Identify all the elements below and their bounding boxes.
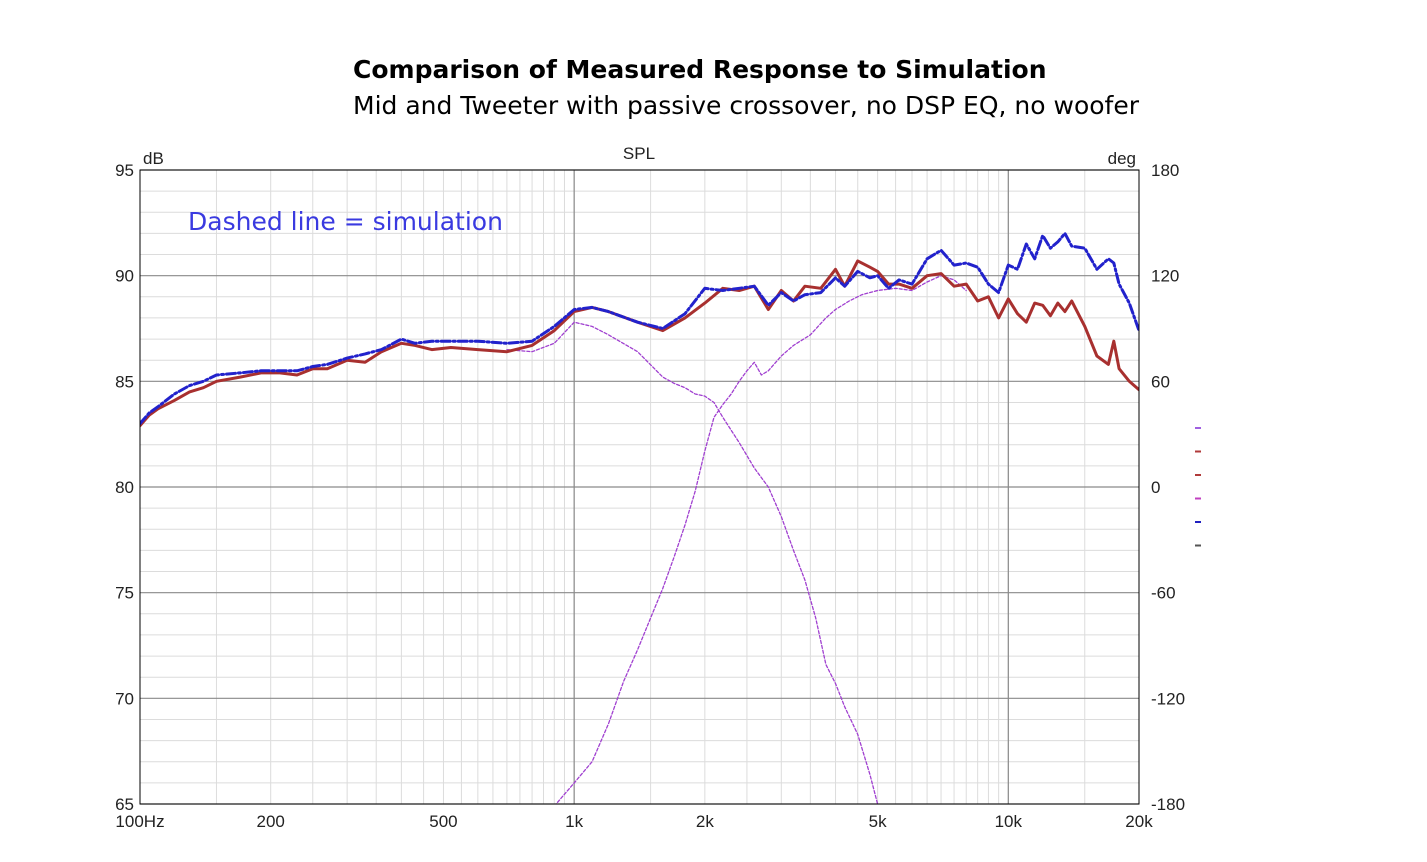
x-tick-label: 10k [995, 812, 1023, 831]
x-tick-label: 2k [696, 812, 714, 831]
simulated-response-line [140, 231, 1139, 426]
series-layer [140, 231, 1139, 804]
y2-tick-label: 180 [1151, 161, 1179, 180]
x-tick-label: 100Hz [115, 812, 164, 831]
x-tick-label: 500 [429, 812, 457, 831]
y-tick-label: 65 [115, 795, 134, 814]
y-tick-label: 75 [115, 584, 134, 603]
mid-driver-response-line [506, 321, 879, 804]
y-tick-label: 90 [115, 267, 134, 286]
plot-frame [139, 169, 1140, 805]
simulation-annotation: Dashed line = simulation [188, 207, 503, 236]
plot-label: SPL [623, 144, 655, 163]
chart-title: Comparison of Measured Response to Simul… [353, 55, 1047, 84]
x-tick-labels: 100Hz 200 500 1k 2k 5k 10k 20k [115, 812, 1153, 831]
x-tick-label: 5k [869, 812, 887, 831]
x-tick-label: 200 [257, 812, 285, 831]
y2-tick-label: -60 [1151, 584, 1176, 603]
y2-tick-label: -180 [1151, 795, 1185, 814]
y-tick-labels: 95 90 85 80 75 70 65 [115, 161, 134, 814]
chart-subtitle: Mid and Tweeter with passive crossover, … [353, 91, 1139, 120]
y2-tick-label: 0 [1151, 478, 1160, 497]
y-tick-label: 95 [115, 161, 134, 180]
legend-swatches [1195, 427, 1201, 547]
y-tick-label: 80 [115, 478, 134, 497]
y2-tick-label: 60 [1151, 372, 1170, 391]
y2-tick-label: 120 [1151, 267, 1179, 286]
y-tick-label: 70 [115, 689, 134, 708]
y-tick-label: 85 [115, 372, 134, 391]
y-axis-label: dB [143, 149, 164, 168]
tweeter-response-line [555, 275, 967, 804]
y2-tick-labels: 180 120 60 0 -60 -120 -180 [1151, 161, 1185, 814]
y2-axis-label: deg [1108, 149, 1136, 168]
x-tick-label: 1k [565, 812, 583, 831]
x-tick-label: 20k [1125, 812, 1153, 831]
y2-tick-label: -120 [1151, 689, 1185, 708]
